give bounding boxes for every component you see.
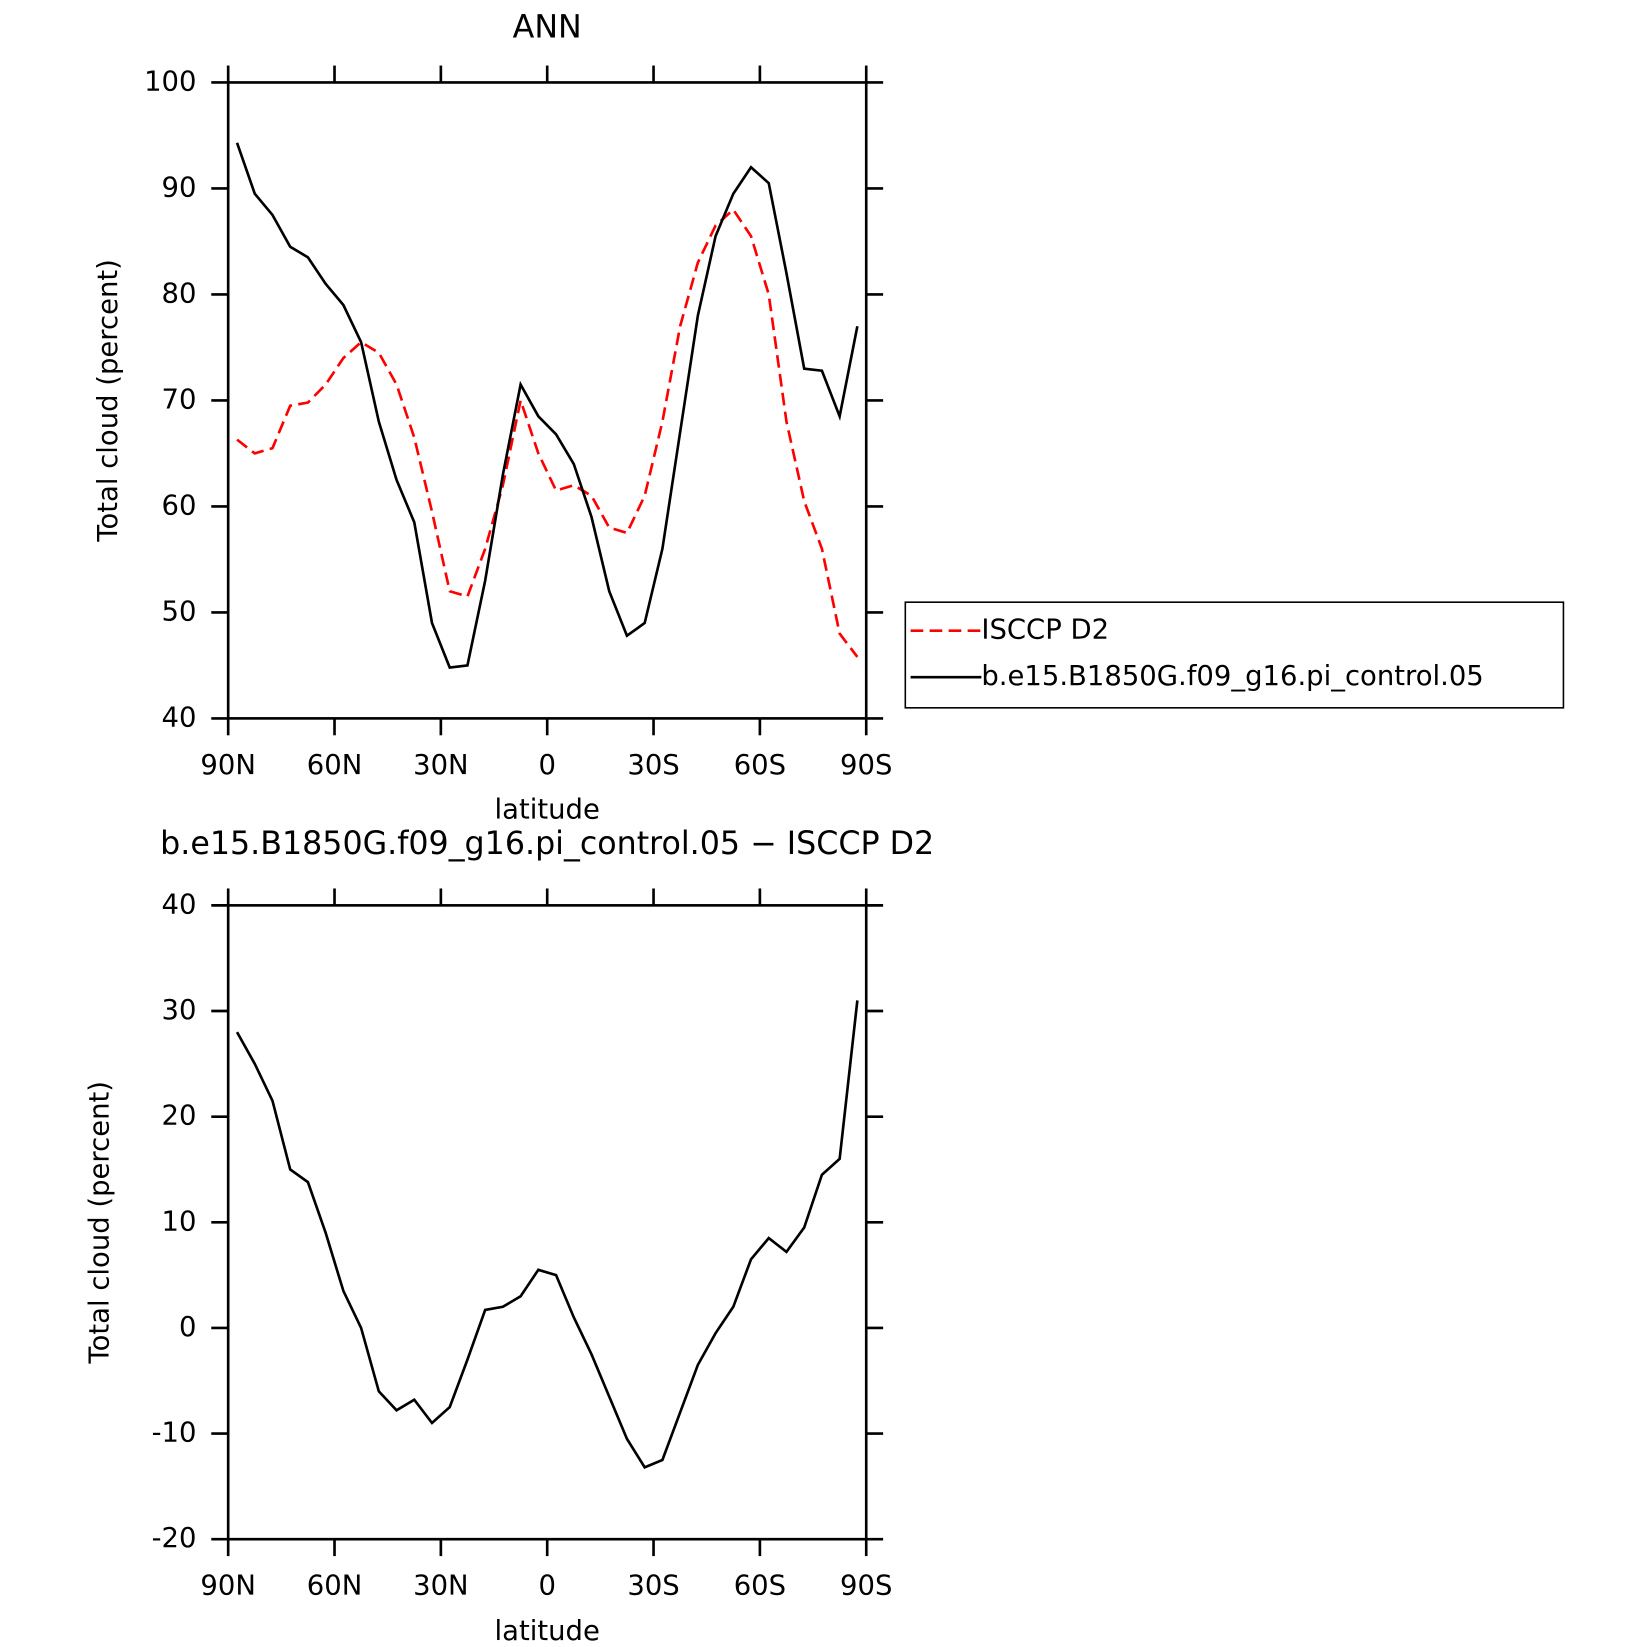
legend-label: ISCCP D2 <box>981 615 1109 646</box>
y-tick-label: -20 <box>152 1523 197 1554</box>
x-tick-label: 0 <box>538 1571 555 1602</box>
x-tick-label: 30N <box>413 750 468 781</box>
y-tick-label: 60 <box>162 490 197 521</box>
x-tick-label: 60S <box>734 1571 786 1602</box>
y-tick-label: 40 <box>162 702 197 733</box>
x-tick-label: 30S <box>627 750 679 781</box>
x-tick-label: 90S <box>840 750 892 781</box>
x-axis-label: latitude <box>495 1616 600 1647</box>
y-tick-label: 20 <box>162 1101 197 1132</box>
x-tick-label: 90N <box>200 1571 255 1602</box>
y-tick-label: 30 <box>162 995 197 1026</box>
y-tick-label: 90 <box>162 172 197 203</box>
y-tick-label: 0 <box>179 1312 196 1343</box>
x-tick-label: 60S <box>734 750 786 781</box>
data-line <box>236 207 859 658</box>
chart-title: ANN <box>513 10 582 46</box>
y-tick-label: 70 <box>162 384 197 415</box>
y-axis-label: Total cloud (percent) <box>93 259 124 542</box>
y-tick-label: 50 <box>162 596 197 627</box>
x-tick-label: 30N <box>413 1571 468 1602</box>
x-tick-label: 90S <box>840 1571 892 1602</box>
data-line <box>235 142 859 669</box>
y-tick-label: 10 <box>162 1206 197 1237</box>
data-line <box>235 1000 859 1470</box>
legend-label: b.e15.B1850G.f09_g16.pi_control.05 <box>981 661 1483 692</box>
x-axis-label: latitude <box>495 794 600 825</box>
legend-box <box>904 601 1565 709</box>
chart-title: b.e15.B1850G.f09_g16.pi_control.05 − ISC… <box>160 826 934 862</box>
y-axis-label: Total cloud (percent) <box>84 1081 115 1364</box>
x-tick-label: 60N <box>307 750 362 781</box>
y-tick-label: -10 <box>152 1418 197 1449</box>
x-tick-label: 30S <box>627 1571 679 1602</box>
plot-frame <box>226 904 868 1541</box>
x-tick-label: 60N <box>307 1571 362 1602</box>
plot-frame <box>226 81 868 720</box>
y-tick-label: 40 <box>162 889 197 920</box>
y-tick-label: 100 <box>144 66 196 97</box>
x-tick-label: 0 <box>538 750 555 781</box>
x-tick-label: 90N <box>200 750 255 781</box>
y-tick-label: 80 <box>162 278 197 309</box>
